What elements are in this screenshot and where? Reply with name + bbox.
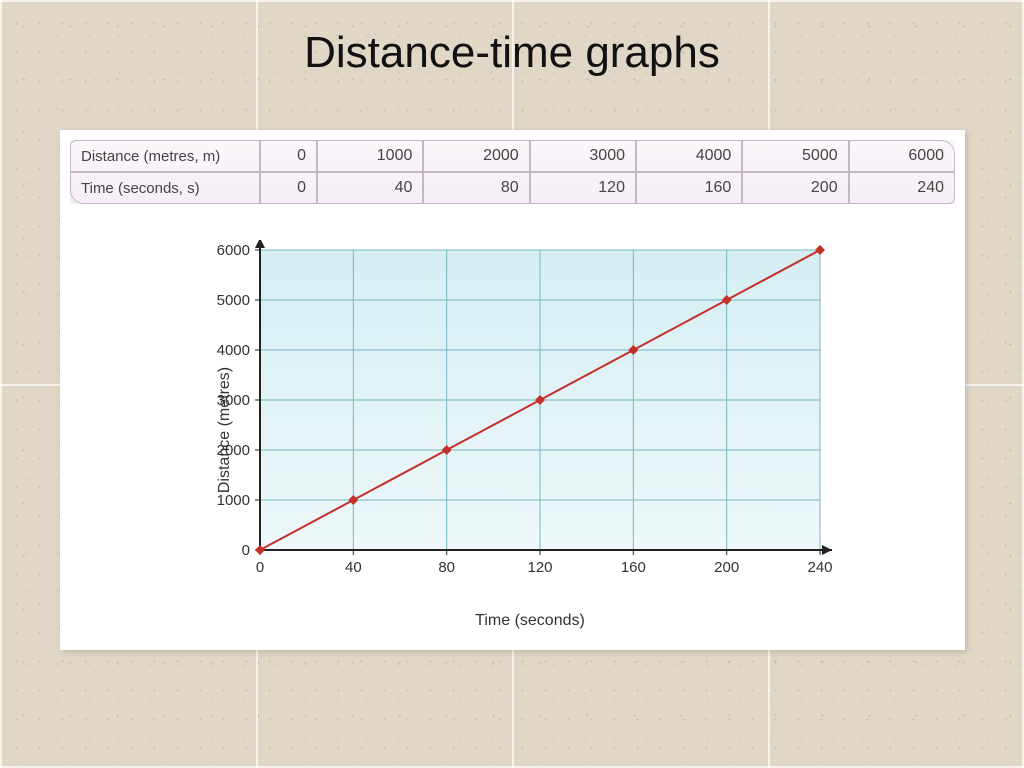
svg-text:240: 240 [807,559,832,576]
table-cell: 40 [317,172,423,204]
svg-text:0: 0 [256,559,264,576]
table-row-label: Distance (metres, m) [70,140,260,172]
x-axis-label: Time (seconds) [475,612,585,630]
table-cell: 160 [636,172,742,204]
svg-text:1000: 1000 [217,492,250,509]
table-cell: 1000 [317,140,423,172]
svg-text:0: 0 [242,542,250,559]
svg-text:80: 80 [438,559,455,576]
content-panel: Distance (metres, m)01000200030004000500… [60,130,965,650]
data-table: Distance (metres, m)01000200030004000500… [70,140,955,204]
table-cell: 2000 [423,140,529,172]
svg-text:120: 120 [527,559,552,576]
svg-text:4000: 4000 [217,342,250,359]
page-title: Distance-time graphs [0,0,1024,78]
svg-text:5000: 5000 [217,292,250,309]
table-cell: 0 [260,140,317,172]
distance-time-chart: 0408012016020024001000200030004000500060… [190,240,870,620]
chart-svg: 0408012016020024001000200030004000500060… [190,240,870,620]
svg-text:6000: 6000 [217,242,250,259]
table-cell: 5000 [742,140,848,172]
table-cell: 80 [423,172,529,204]
svg-text:40: 40 [345,559,362,576]
table-cell: 4000 [636,140,742,172]
y-axis-label: Distance (metres) [216,367,234,493]
table-cell: 200 [742,172,848,204]
table-cell: 3000 [530,140,636,172]
table-cell: 6000 [849,140,955,172]
table-cell: 0 [260,172,317,204]
table-row-label: Time (seconds, s) [70,172,260,204]
svg-text:200: 200 [714,559,739,576]
table-cell: 240 [849,172,955,204]
table-cell: 120 [530,172,636,204]
svg-text:160: 160 [621,559,646,576]
